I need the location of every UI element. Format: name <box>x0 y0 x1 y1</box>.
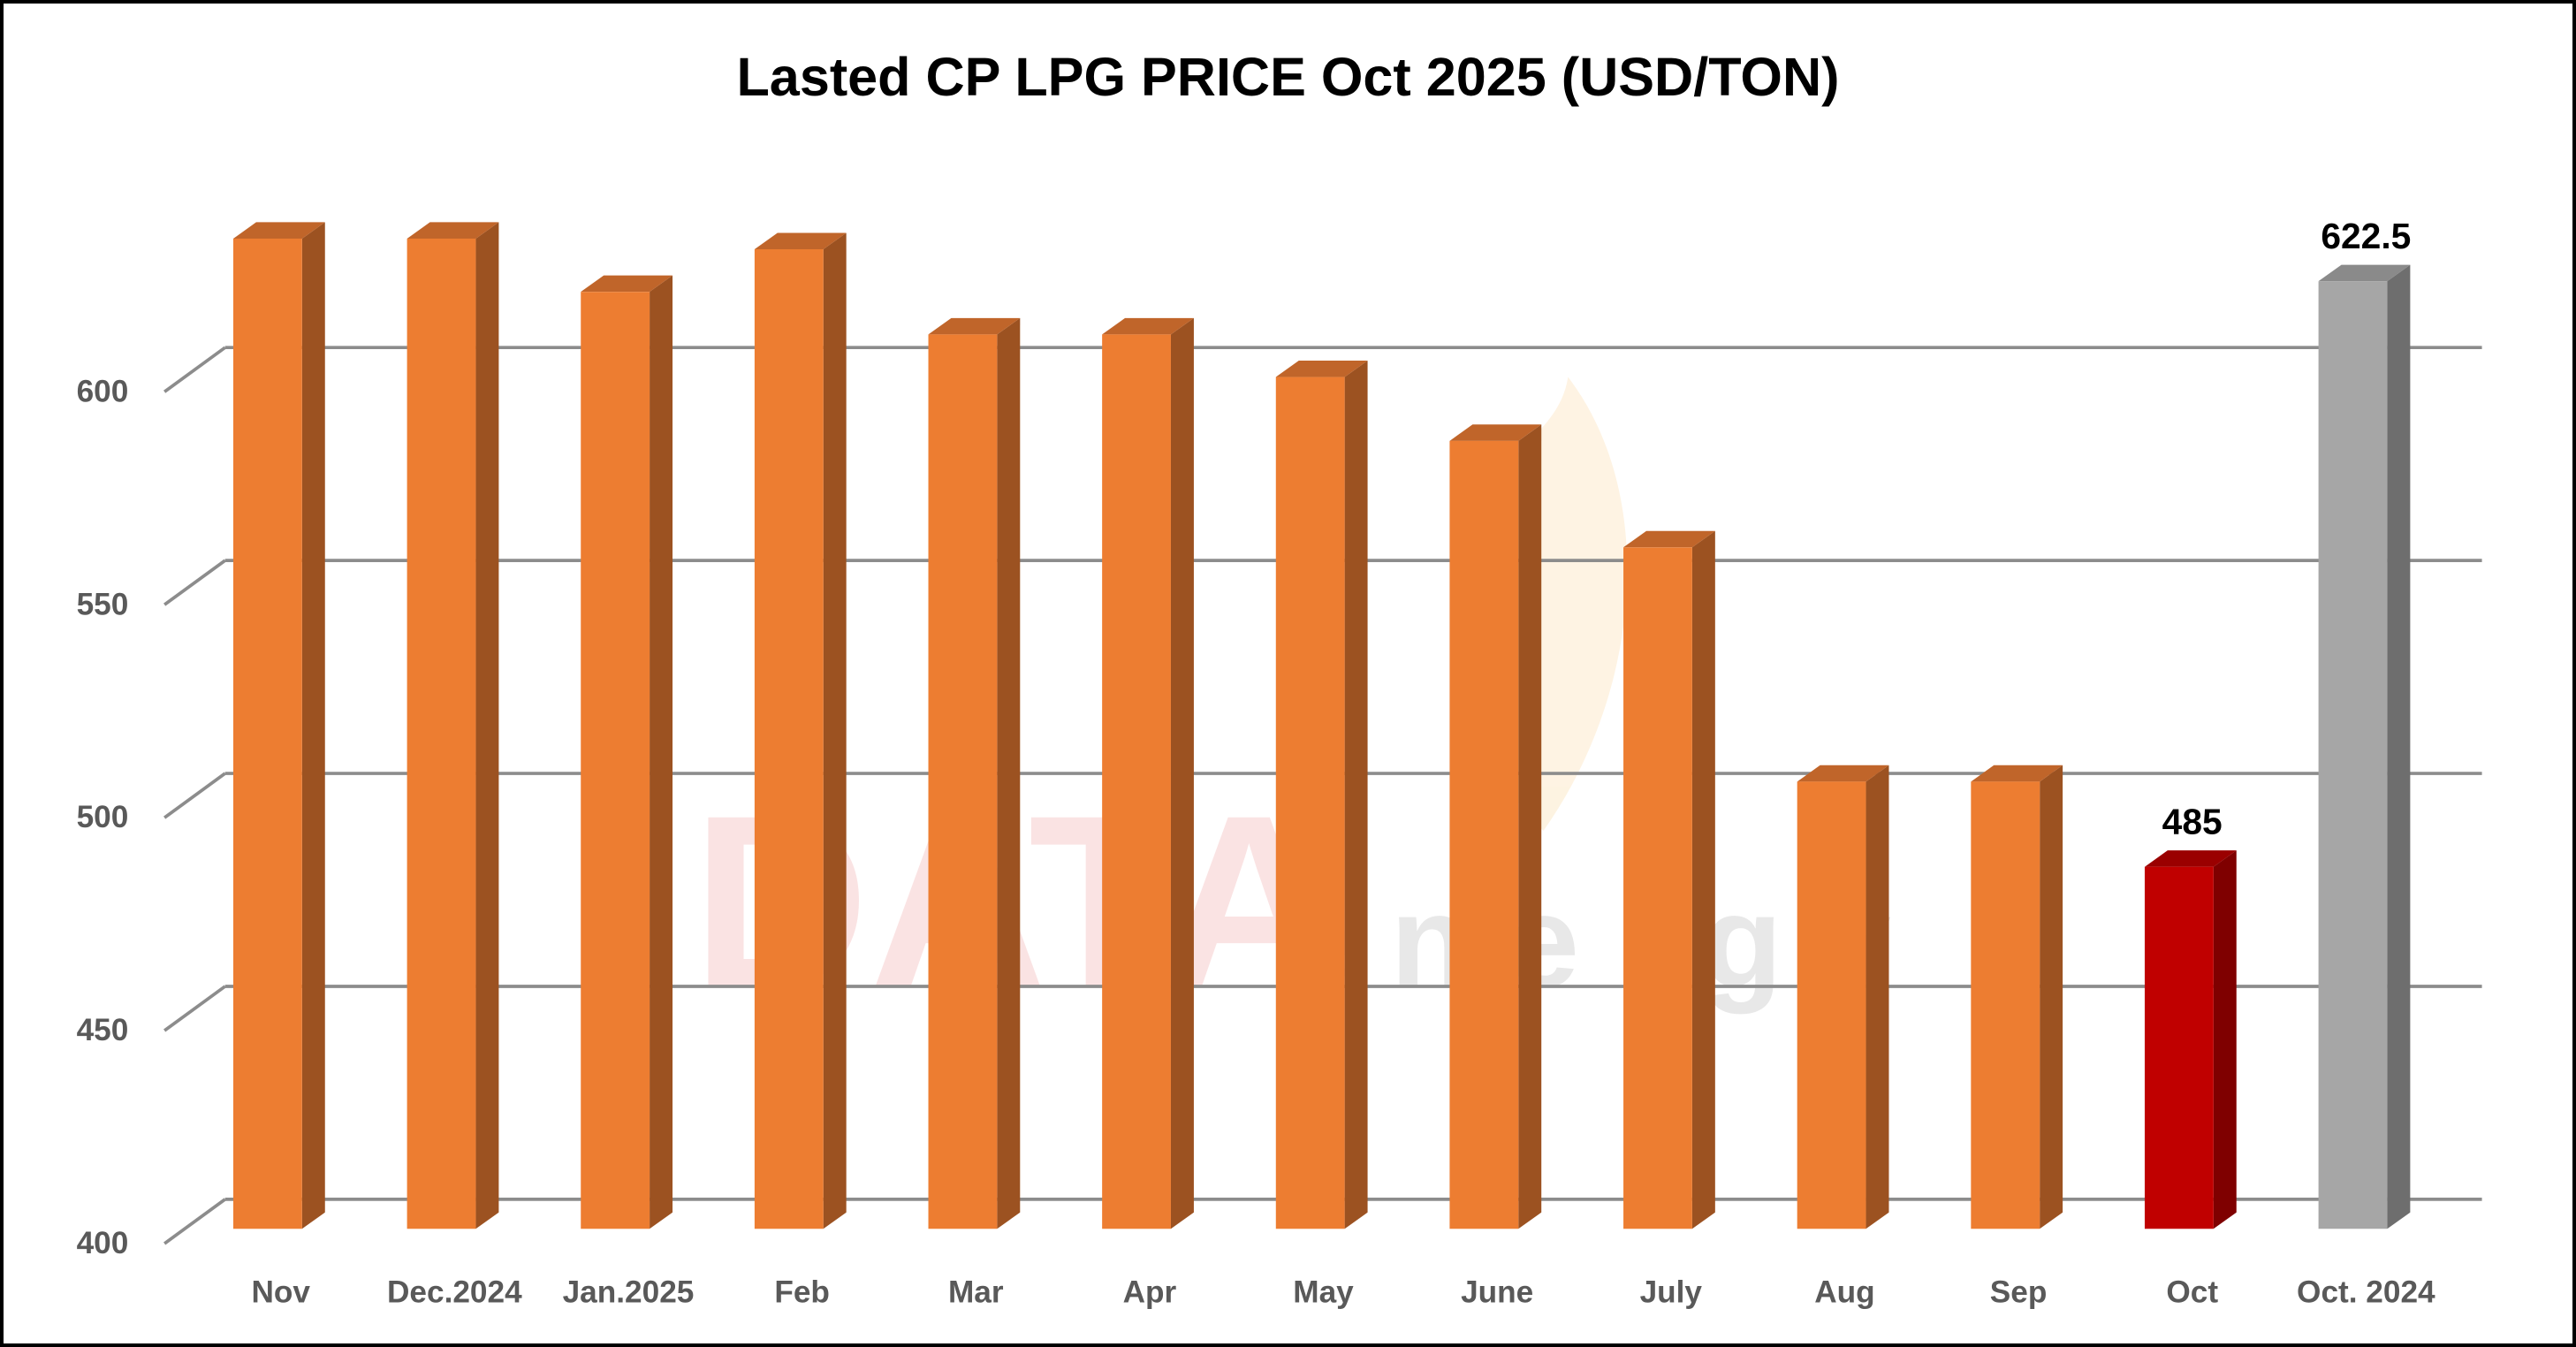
x-tick-label: June <box>1461 1275 1533 1310</box>
bar-front <box>1275 377 1345 1229</box>
svg-text:energy: energy <box>1281 869 1927 1015</box>
x-tick-label: Feb <box>774 1275 830 1310</box>
y-tick-label: 500 <box>77 800 129 834</box>
x-tick-label: Oct. 2024 <box>2297 1275 2435 1310</box>
bar-top <box>1971 765 2063 782</box>
bar-side <box>1344 361 1368 1229</box>
bar-side <box>2040 765 2063 1229</box>
bar-side <box>1691 530 1715 1229</box>
x-tick-label: Apr <box>1123 1275 1177 1310</box>
y-tick-label: 450 <box>77 1013 129 1047</box>
bar-top <box>1797 765 1889 782</box>
x-tick-label: Oct <box>2166 1275 2218 1310</box>
bar-front <box>1102 334 1171 1229</box>
bar-june <box>1449 424 1542 1229</box>
bar-side <box>650 275 673 1229</box>
data-label: 622.5 <box>2321 216 2411 256</box>
x-tick-label: Mar <box>948 1275 1004 1310</box>
bar-front <box>581 292 650 1229</box>
x-tick-label: May <box>1293 1275 1354 1310</box>
x-tick-label: Nov <box>251 1275 310 1310</box>
bar-side <box>1866 765 1889 1229</box>
bar-front <box>2318 281 2388 1229</box>
bar-top <box>1449 424 1542 441</box>
bar-top <box>754 232 847 249</box>
gridline-diagonal <box>163 985 226 1032</box>
bar-top <box>928 317 1021 335</box>
gridline-diagonal <box>163 346 226 393</box>
bar-side <box>997 317 1021 1229</box>
bar-top <box>1102 317 1194 335</box>
bar-sep <box>1971 765 2063 1229</box>
gridline-diagonal <box>163 559 226 606</box>
x-tick-label: Aug <box>1814 1275 1874 1310</box>
bar-aug <box>1797 765 1889 1229</box>
bar-dec-2024 <box>407 222 499 1229</box>
y-tick-label: 600 <box>77 374 129 408</box>
bar-front <box>1449 440 1519 1229</box>
gridline-diagonal <box>163 1198 226 1245</box>
bar-front <box>928 334 998 1229</box>
x-tick-label: Sep <box>1990 1275 2048 1310</box>
bar-front <box>2144 866 2214 1229</box>
bar-feb <box>754 232 847 1229</box>
bar-front <box>407 238 476 1229</box>
bar-side <box>301 222 325 1229</box>
gridline-diagonal <box>163 772 226 819</box>
bar-top <box>232 222 325 239</box>
bar-oct <box>2144 850 2237 1229</box>
bar-top <box>1275 361 1368 377</box>
x-tick-label: Jan.2025 <box>563 1275 695 1310</box>
bar-top <box>1623 530 1715 548</box>
bar-oct-2024 <box>2318 264 2411 1229</box>
bar-front <box>1971 781 2040 1229</box>
bar-jan-2025 <box>581 275 673 1229</box>
x-tick-label: July <box>1640 1275 1703 1310</box>
bar-top <box>2144 850 2237 867</box>
x-tick-label: Dec.2024 <box>387 1275 522 1310</box>
bar-side <box>2213 850 2237 1229</box>
bar-nov <box>232 222 325 1229</box>
bar-top <box>407 222 499 239</box>
y-tick-label: 550 <box>77 587 129 621</box>
bar-front <box>1623 547 1692 1229</box>
bar-may <box>1275 361 1368 1229</box>
bar-front <box>1797 781 1866 1229</box>
bar-top <box>581 275 673 293</box>
bar-front <box>754 248 824 1229</box>
bar-side <box>2387 264 2411 1229</box>
bar-front <box>232 238 302 1229</box>
bar-july <box>1623 530 1715 1229</box>
chart-title: Lasted CP LPG PRICE Oct 2025 (USD/TON) <box>736 47 1839 107</box>
bar-side <box>1170 317 1194 1229</box>
bar-chart: Lasted CP LPG PRICE Oct 2025 (USD/TON) D… <box>77 47 2482 1310</box>
bar-top <box>2318 264 2411 282</box>
y-tick-label: 400 <box>77 1226 129 1260</box>
bar-apr <box>1102 317 1194 1229</box>
data-label: 485 <box>2162 802 2223 842</box>
bar-mar <box>928 317 1021 1229</box>
bar-side <box>1518 424 1542 1229</box>
bar-side <box>823 232 847 1229</box>
bar-side <box>475 222 499 1229</box>
